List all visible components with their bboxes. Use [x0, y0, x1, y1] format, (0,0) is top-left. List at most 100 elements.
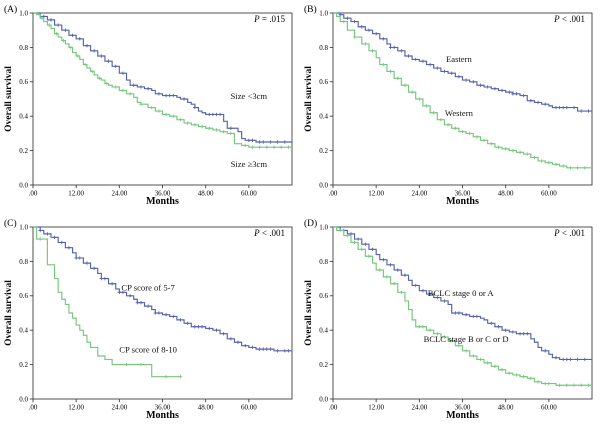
censor-marks: [38, 228, 291, 353]
km-panel-b: (B) P < .001 Overall survival Months .00…: [300, 0, 600, 213]
x-tick-label: 60.00: [241, 404, 257, 412]
series-label: Western: [445, 108, 474, 118]
p-text: < .001: [559, 14, 585, 24]
censor-marks: [338, 13, 591, 113]
survival-plot-c: .00 12.00 24.00 36.00 48.00 60.00 0.0 0.2 0.4 0.6…: [19, 223, 293, 412]
p-value-c: P < .001: [254, 229, 285, 238]
y-tick-label: 0.6: [19, 78, 28, 86]
p-symbol: P: [554, 228, 560, 238]
survival-curve: [333, 226, 592, 361]
y-tick-label: 0.4: [319, 327, 328, 335]
censor-marks: [42, 14, 287, 144]
x-tick-label: 24.00: [111, 404, 127, 412]
x-tick-label: 12.00: [368, 404, 384, 412]
survival-plot-d: .00 12.00 24.00 36.00 48.00 60.00 0.0 0.2 0.4 0.6…: [319, 223, 593, 412]
y-axis-label: Overall survival: [4, 66, 14, 132]
p-value-b: P < .001: [554, 15, 585, 24]
censor-marks: [342, 19, 587, 170]
y-tick-label: 1.0: [319, 223, 328, 231]
y-tick-label: 0.2: [19, 147, 28, 155]
x-tick-label: 60.00: [541, 404, 557, 412]
survival-curve: [33, 12, 292, 148]
km-panel-a: (A) P = .015 Overall survival Months .00…: [0, 0, 300, 213]
y-tick-label: 0.2: [19, 361, 28, 369]
y-tick-label: 1.0: [19, 223, 28, 231]
y-tick-label: 0.4: [19, 327, 28, 335]
panel-letter-c: (C): [4, 219, 17, 229]
x-tick-label: 36.00: [455, 190, 471, 198]
x-tick-label: 48.00: [498, 404, 514, 412]
x-tick-label: 12.00: [68, 404, 84, 412]
x-tick-label: 24.00: [411, 190, 427, 198]
series-label: BCLC stage 0 or A: [428, 288, 495, 298]
panel-letter-d: (D): [304, 219, 318, 229]
x-tick-label: 48.00: [198, 190, 214, 198]
y-tick-label: 1.0: [19, 9, 28, 17]
series-label: BCLC stage B or C or D: [424, 334, 509, 344]
x-tick-label: 12.00: [68, 190, 84, 198]
y-tick-label: 0.2: [319, 147, 328, 155]
x-axis-label: Months: [446, 410, 479, 421]
y-tick-label: 0.2: [319, 361, 328, 369]
y-tick-label: 0.6: [319, 78, 328, 86]
y-tick-label: 0.8: [319, 258, 328, 266]
series-label: Size ≥3cm: [231, 159, 268, 169]
survival-curve: [33, 226, 181, 378]
p-symbol: P: [254, 228, 260, 238]
x-tick-label: .00: [29, 190, 38, 198]
y-tick-label: 0.8: [19, 44, 28, 52]
x-tick-label: 48.00: [198, 404, 214, 412]
panel-letter-b: (B): [304, 5, 317, 15]
series-label: Eastern: [446, 54, 472, 64]
series-label: CP score of 8-10: [119, 345, 177, 355]
x-axis-label: Months: [446, 196, 479, 207]
p-value-a: P = .015: [254, 15, 285, 24]
km-panel-d: (D) P < .001 Overall survival Months .00…: [300, 214, 600, 427]
y-axis-label: Overall survival: [304, 280, 314, 346]
series-label: CP score of 5-7: [121, 283, 175, 293]
y-tick-label: 0.4: [19, 113, 28, 121]
y-axis-label: Overall survival: [4, 280, 14, 346]
censor-marks: [338, 228, 591, 387]
x-tick-label: .00: [329, 404, 338, 412]
x-tick-label: 36.00: [155, 190, 171, 198]
plot-frame: [332, 12, 593, 186]
p-value-d: P < .001: [554, 229, 585, 238]
y-tick-label: 0.6: [319, 292, 328, 300]
x-tick-label: 12.00: [368, 190, 384, 198]
x-tick-label: 36.00: [155, 404, 171, 412]
survival-curve: [33, 12, 292, 143]
x-tick-label: 60.00: [241, 190, 257, 198]
y-tick-label: 0.8: [319, 44, 328, 52]
x-tick-label: 24.00: [411, 404, 427, 412]
y-tick-label: 0.0: [19, 181, 28, 189]
survival-plot-a: .00 12.00 24.00 36.00 48.00 60.00 0.0 0.2 0.4 0.6…: [19, 9, 293, 198]
survival-curve: [333, 12, 592, 169]
x-tick-label: 36.00: [455, 404, 471, 412]
p-symbol: P: [554, 14, 560, 24]
y-axis-label: Overall survival: [304, 66, 314, 132]
y-tick-label: 0.0: [319, 181, 328, 189]
p-symbol: P: [254, 14, 260, 24]
x-tick-label: .00: [329, 190, 338, 198]
survival-curve: [333, 226, 592, 386]
panel-letter-a: (A): [4, 5, 18, 15]
survival-plot-b: .00 12.00 24.00 36.00 48.00 60.00 0.0 0.2 0.4 0.6…: [319, 9, 593, 198]
y-tick-label: 0.6: [19, 292, 28, 300]
x-tick-label: .00: [29, 404, 38, 412]
y-tick-label: 0.8: [19, 258, 28, 266]
p-text: < .001: [559, 228, 585, 238]
p-text: = .015: [259, 14, 285, 24]
x-axis-label: Months: [146, 196, 179, 207]
y-tick-label: 0.0: [19, 395, 28, 403]
y-tick-label: 1.0: [319, 9, 328, 17]
x-tick-label: 48.00: [498, 190, 514, 198]
x-tick-label: 24.00: [111, 190, 127, 198]
censor-marks: [40, 16, 291, 149]
y-tick-label: 0.4: [319, 113, 328, 121]
x-tick-label: 60.00: [541, 190, 557, 198]
x-axis-label: Months: [146, 410, 179, 421]
km-panel-c: (C) P < .001 Overall survival Months .00…: [0, 214, 300, 427]
p-text: < .001: [259, 228, 285, 238]
